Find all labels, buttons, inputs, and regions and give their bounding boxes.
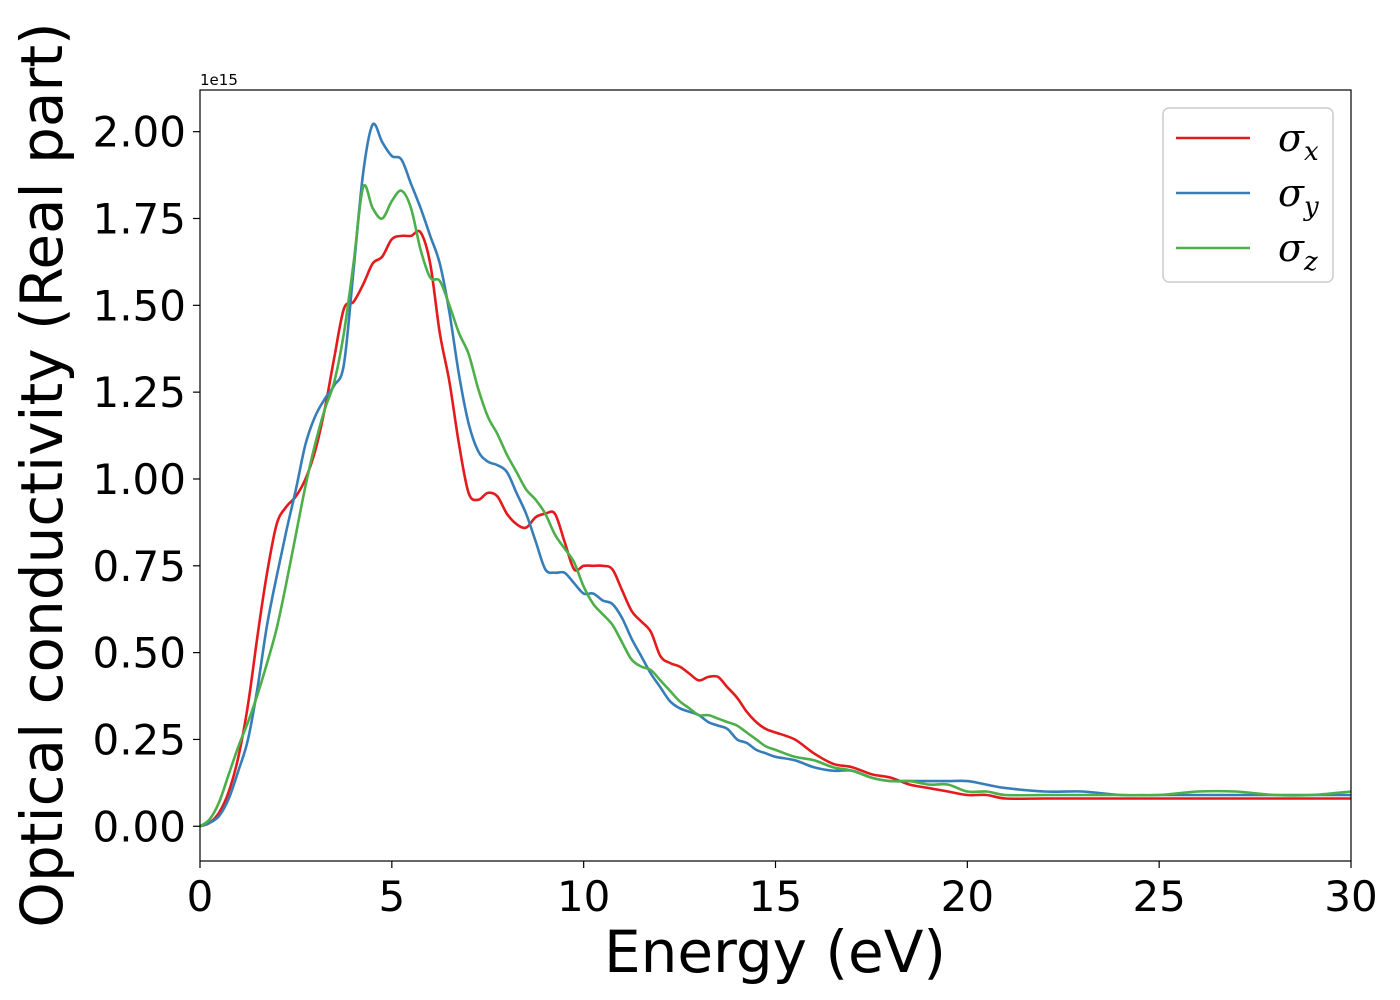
y-tick-label: 0.00: [92, 802, 186, 851]
x-tick-label: 20: [941, 872, 994, 921]
y-axis: 0.00 0.25 0.50 0.75 1.00 1.25 1.50 1.75 2.00: [92, 108, 200, 851]
series-layer: [199, 122, 1352, 828]
x-tick-label: 5: [378, 872, 405, 921]
x-tick-label: 0: [187, 872, 214, 921]
y-tick-label: 1.75: [92, 195, 186, 244]
x-tick-label: 10: [557, 872, 610, 921]
x-tick-label: 30: [1324, 872, 1377, 921]
legend-subscript: y: [1303, 192, 1319, 222]
y-tick-label: 1.50: [92, 281, 186, 330]
legend-frame: [1162, 107, 1334, 283]
x-axis-label: Energy (eV): [604, 918, 946, 986]
y-tick-label: 0.75: [92, 542, 186, 591]
y-tick-label: 0.50: [92, 629, 186, 678]
series-line-z: [199, 183, 1352, 828]
legend-subscript: z: [1303, 247, 1318, 277]
legend-subscript: x: [1304, 137, 1319, 167]
y-tick-label: 1.25: [92, 368, 186, 417]
y-axis-label: Optical conductivity (Real part): [8, 22, 76, 927]
y-tick-label: 2.00: [92, 108, 186, 157]
y-tick-label: 0.25: [92, 715, 186, 764]
x-tick-label: 25: [1132, 872, 1185, 921]
x-tick-label: 15: [749, 872, 802, 921]
series-line-x: [199, 229, 1351, 828]
y-offset-label: 1e15: [200, 71, 238, 89]
x-axis: 0 5 10 15 20 25 30: [187, 861, 1378, 921]
y-tick-label: 1.00: [92, 455, 186, 504]
legend-label-y: σy: [1278, 171, 1319, 222]
